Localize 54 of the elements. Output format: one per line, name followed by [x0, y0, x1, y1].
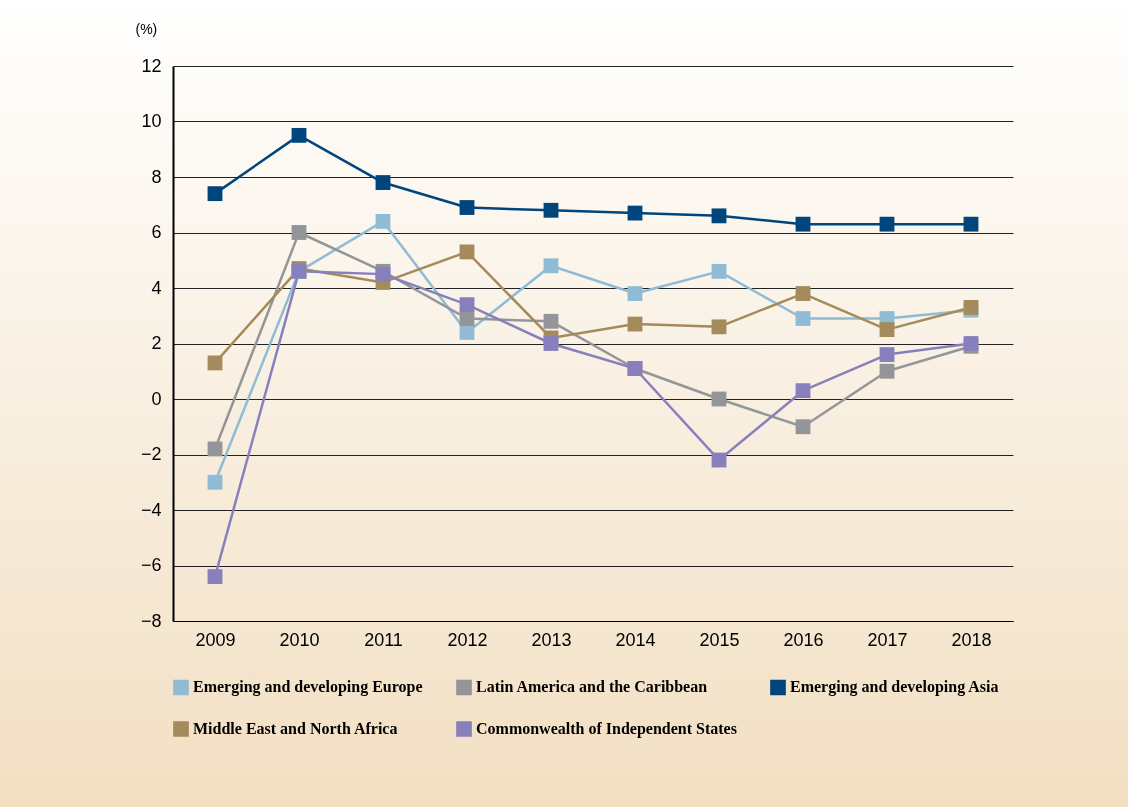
legend-label: Commonwealth of Independent States [476, 720, 737, 738]
point [459, 297, 475, 313]
legend-label: Emerging and developing Europe [193, 678, 423, 697]
point [207, 474, 223, 490]
y-tick-label: 8 [151, 166, 162, 187]
y-tick-label: −4 [140, 499, 162, 520]
point [543, 258, 559, 274]
point [879, 216, 895, 232]
x-tick-label: 2009 [195, 629, 236, 650]
point [711, 263, 727, 279]
y-tick-label: −6 [140, 555, 162, 575]
x-tick-label: 2010 [279, 629, 320, 650]
y-axis-title: (%) [135, 20, 158, 37]
x-tick-label: 2016 [783, 629, 824, 650]
point [207, 186, 223, 202]
point [375, 213, 391, 229]
legend-label: Emerging and developing Asia [790, 678, 999, 697]
x-tick-label: 2013 [531, 629, 572, 650]
y-tick-label: −8 [140, 610, 162, 631]
point [291, 225, 307, 240]
y-tick-label: 0 [151, 388, 162, 409]
x-tick-label: 2017 [867, 629, 908, 650]
y-tick-label: 4 [151, 277, 162, 298]
point [795, 216, 811, 232]
point [291, 127, 307, 143]
point [375, 175, 391, 190]
point [795, 311, 811, 326]
point [543, 313, 559, 329]
legend-label: Middle East and North Africa [193, 720, 398, 737]
x-tick-label: 2018 [951, 629, 992, 650]
point [627, 286, 643, 301]
point [711, 319, 727, 335]
point [963, 216, 979, 232]
y-tick-label: 2 [151, 333, 162, 353]
legend-label: Latin America and the Caribbean [476, 678, 708, 696]
x-tick-label: 2014 [615, 629, 656, 650]
point [795, 383, 811, 399]
x-tick-label: 2011 [364, 629, 403, 650]
y-tick-label: 6 [151, 222, 162, 242]
point [543, 336, 559, 351]
point [795, 286, 811, 301]
point [207, 569, 223, 585]
point [711, 208, 727, 224]
point [879, 363, 895, 379]
x-tick-label: 2015 [699, 629, 740, 650]
y-tick-label: 10 [141, 111, 162, 131]
point [879, 347, 895, 363]
point [879, 322, 895, 338]
y-tick-label: −2 [140, 444, 162, 464]
y-tick-label: 12 [141, 55, 162, 76]
point [459, 200, 475, 215]
point [795, 419, 811, 435]
point [543, 202, 559, 218]
x-tick-label: 2012 [447, 629, 488, 650]
